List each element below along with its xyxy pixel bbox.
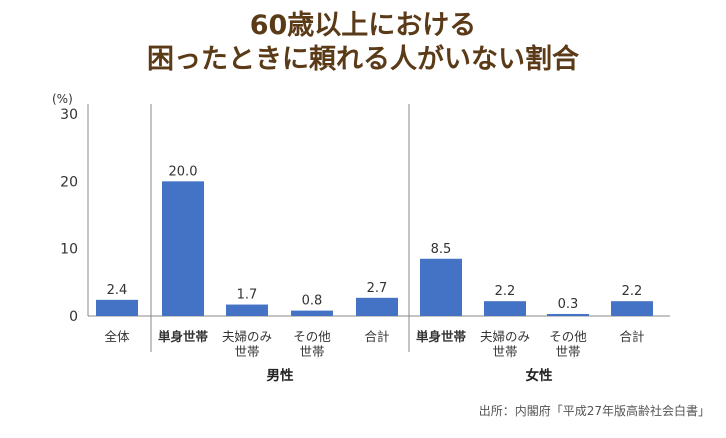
category-label: 単身世帯 bbox=[158, 329, 209, 344]
y-tick-label: 20 bbox=[60, 174, 78, 190]
bar-value-label: 2.4 bbox=[107, 283, 128, 298]
category-label: 単身世帯 bbox=[416, 329, 467, 344]
source-note: 出所：内閣府「平成27年版高齢社会白書」 bbox=[478, 404, 710, 418]
bar-value-label: 0.8 bbox=[302, 294, 323, 309]
group-label: 男性 bbox=[267, 367, 294, 384]
category-label: 夫婦のみ bbox=[222, 329, 272, 344]
bar-value-label: 2.2 bbox=[622, 284, 643, 299]
category-label: 夫婦のみ bbox=[480, 329, 530, 344]
category-label: 世帯 bbox=[299, 344, 324, 359]
category-label: 合計 bbox=[364, 329, 389, 344]
group-label: 女性 bbox=[526, 367, 554, 384]
chart-title-line1: 60歳以上における bbox=[249, 10, 477, 41]
bar bbox=[226, 304, 268, 316]
category-label: その他 bbox=[549, 329, 587, 344]
category-label: 全体 bbox=[104, 329, 130, 344]
y-tick-label: 30 bbox=[60, 107, 78, 123]
bar bbox=[484, 301, 526, 316]
bar-chart: (%)01020302.4全体20.0単身世帯1.7夫婦のみ世帯0.8その他世帯… bbox=[52, 92, 670, 384]
category-label: 世帯 bbox=[555, 344, 580, 359]
bar-value-label: 0.3 bbox=[558, 297, 579, 312]
category-label: その他 bbox=[293, 329, 331, 344]
y-tick-label: 10 bbox=[60, 242, 78, 258]
category-label: 合計 bbox=[619, 329, 644, 344]
bar bbox=[547, 313, 589, 316]
bar-value-label: 8.5 bbox=[431, 242, 452, 257]
bar-value-label: 1.7 bbox=[237, 288, 258, 303]
bar-value-label: 20.0 bbox=[169, 164, 198, 179]
bar bbox=[96, 299, 138, 316]
y-unit-label: (%) bbox=[52, 92, 73, 106]
bar bbox=[162, 181, 204, 316]
bar-value-label: 2.7 bbox=[367, 281, 388, 296]
chart-title-line2: 困ったときに頼れる人がいない割合 bbox=[147, 44, 579, 75]
bar bbox=[356, 297, 398, 316]
y-tick-label: 0 bbox=[69, 309, 78, 325]
bar bbox=[420, 258, 462, 316]
category-label: 世帯 bbox=[492, 344, 517, 359]
category-label: 世帯 bbox=[234, 344, 259, 359]
bar bbox=[611, 301, 653, 316]
bar bbox=[291, 310, 333, 316]
bar-value-label: 2.2 bbox=[495, 284, 516, 299]
